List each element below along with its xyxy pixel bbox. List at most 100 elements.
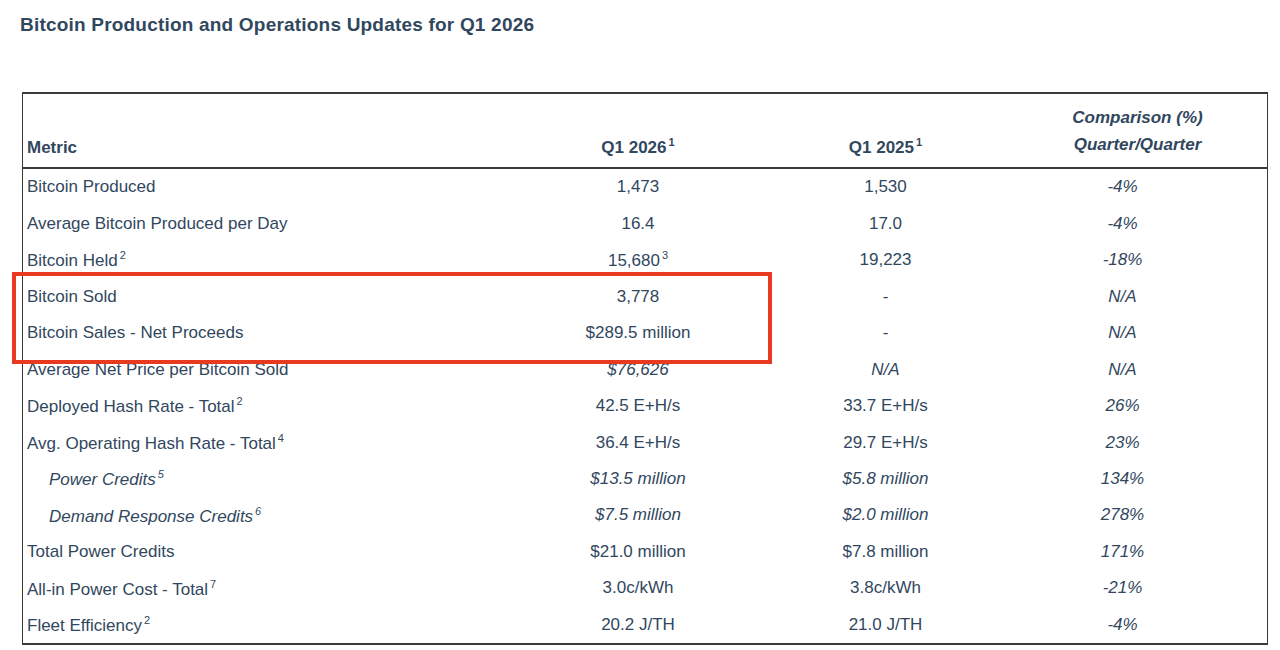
value-cell-q1-2026: 16.4	[513, 214, 763, 234]
value-cell-q1-2025: 21.0 J/TH	[763, 615, 1008, 635]
metric-cell: Power Credits5	[23, 468, 513, 490]
header-comparison: Comparison (%) Quarter/Quarter	[1008, 105, 1267, 167]
superscript: 3	[662, 249, 668, 261]
value-cell-q1-2026: 1,473	[513, 177, 763, 197]
value-cell-q1-2026: $76,626	[513, 360, 763, 380]
metric-cell-text: Bitcoin Sales - Net Proceeds	[27, 323, 243, 342]
header-q1-2025-label: Q1 2025	[849, 138, 914, 157]
comparison-cell-text: 26%	[1105, 396, 1139, 415]
value-cell-q1-2025: 17.0	[763, 214, 1008, 234]
comparison-cell: 278%	[1008, 505, 1267, 525]
table-row: Total Power Credits$21.0 million$7.8 mil…	[23, 534, 1267, 570]
header-q1-2026: Q1 20261	[513, 136, 763, 167]
comparison-cell-text: -4%	[1107, 214, 1137, 233]
metric-cell-text: Fleet Efficiency	[27, 616, 142, 635]
comparison-cell: N/A	[1008, 287, 1267, 307]
value-cell-q1-2026: 36.4 E+H/s	[513, 433, 763, 453]
value-cell-q1-2026-text: $289.5 million	[586, 323, 691, 342]
value-cell-q1-2026: 42.5 E+H/s	[513, 396, 763, 416]
metric-cell: Bitcoin Sales - Net Proceeds	[23, 323, 513, 343]
table-row: Bitcoin Sales - Net Proceeds $289.5 milli…	[23, 315, 1267, 351]
comparison-cell-text: N/A	[1108, 287, 1136, 306]
comparison-cell-text: N/A	[1108, 360, 1136, 379]
value-cell-q1-2025-text: $7.8 million	[843, 542, 929, 561]
table-body: Bitcoin Produced1,4731,530-4%Average Bit…	[23, 169, 1267, 643]
value-cell-q1-2025: 3.8c/kWh	[763, 578, 1008, 598]
value-cell-q1-2025: $7.8 million	[763, 542, 1008, 562]
metric-cell-text: Avg. Operating Hash Rate - Total	[27, 433, 276, 452]
header-comparison-line1: Comparison (%)	[1008, 105, 1267, 131]
table-row: Bitcoin Sold 3,778 - N/A	[23, 278, 1267, 314]
value-cell-q1-2025: -	[763, 287, 1008, 307]
value-cell-q1-2025-text: -	[883, 287, 889, 306]
metric-cell-text: Deployed Hash Rate - Total	[27, 397, 235, 416]
value-cell-q1-2025-text: N/A	[871, 360, 899, 379]
comparison-cell-text: 23%	[1105, 433, 1139, 452]
value-cell-q1-2026-text: $76,626	[607, 360, 668, 379]
value-cell-q1-2025: -	[763, 323, 1008, 343]
metric-cell-text: Power Credits	[49, 470, 156, 489]
value-cell-q1-2026-text: 36.4 E+H/s	[596, 433, 681, 452]
comparison-cell-text: N/A	[1108, 323, 1136, 342]
superscript: 6	[255, 505, 261, 517]
superscript: 1	[916, 136, 922, 148]
metric-cell: Bitcoin Sold	[23, 287, 513, 307]
superscript: 1	[669, 136, 675, 148]
value-cell-q1-2025: 19,223	[763, 250, 1008, 270]
value-cell-q1-2025: 1,530	[763, 177, 1008, 197]
comparison-cell-text: -21%	[1103, 578, 1143, 597]
metric-cell: Demand Response Credits6	[23, 505, 513, 527]
header-q1-2026-label: Q1 2026	[601, 138, 666, 157]
header-q1-2025: Q1 20251	[763, 136, 1008, 167]
table-row: Average Bitcoin Produced per Day16.417.0…	[23, 205, 1267, 241]
comparison-cell-text: 171%	[1101, 542, 1144, 561]
header-comparison-line2: Quarter/Quarter	[1008, 132, 1267, 158]
value-cell-q1-2026: $7.5 million	[513, 505, 763, 525]
value-cell-q1-2026: 3,778	[513, 287, 763, 307]
superscript: 2	[144, 614, 150, 626]
table-row: Demand Response Credits6$7.5 million$2.0…	[23, 497, 1267, 533]
value-cell-q1-2026: 3.0c/kWh	[513, 578, 763, 598]
value-cell-q1-2025-text: 17.0	[869, 214, 902, 233]
table-header: Metric Q1 20261 Q1 20251 Comparison (%) …	[23, 94, 1267, 169]
comparison-cell: 134%	[1008, 469, 1267, 489]
page-title: Bitcoin Production and Operations Update…	[20, 14, 534, 36]
value-cell-q1-2026-text: $21.0 million	[590, 542, 685, 561]
value-cell-q1-2025-text: 29.7 E+H/s	[843, 433, 928, 452]
value-cell-q1-2026-text: 3,778	[617, 287, 660, 306]
value-cell-q1-2025-text: 19,223	[860, 250, 912, 269]
comparison-cell-text: -4%	[1107, 615, 1137, 634]
metric-cell: Deployed Hash Rate - Total2	[23, 395, 513, 417]
table-row: All-in Power Cost - Total7 3.0c/kWh 3.8c/k…	[23, 570, 1267, 606]
value-cell-q1-2025: $2.0 million	[763, 505, 1008, 525]
superscript: 4	[278, 432, 284, 444]
comparison-cell: N/A	[1008, 360, 1267, 380]
metric-cell: Bitcoin Held2	[23, 249, 513, 271]
value-cell-q1-2026-text: 15,680	[608, 251, 660, 270]
comparison-cell: 23%	[1008, 433, 1267, 453]
metric-cell: Fleet Efficiency2	[23, 614, 513, 636]
comparison-cell-text: -4%	[1107, 177, 1137, 196]
comparison-cell-text: -18%	[1103, 250, 1143, 269]
superscript: 2	[120, 249, 126, 261]
value-cell-q1-2025: N/A	[763, 360, 1008, 380]
metric-cell-text: Bitcoin Held	[27, 251, 118, 270]
comparison-cell: N/A	[1008, 323, 1267, 343]
superscript: 7	[210, 578, 216, 590]
comparison-cell: 171%	[1008, 542, 1267, 562]
value-cell-q1-2026-text: 3.0c/kWh	[603, 578, 674, 597]
metric-cell-text: Demand Response Credits	[49, 506, 253, 525]
metric-cell-text: Bitcoin Produced	[27, 177, 156, 196]
value-cell-q1-2025: $5.8 million	[763, 469, 1008, 489]
comparison-cell-text: 278%	[1101, 505, 1144, 524]
value-cell-q1-2026-text: 16.4	[621, 214, 654, 233]
value-cell-q1-2025-text: 33.7 E+H/s	[843, 396, 928, 415]
metric-cell-text: All-in Power Cost - Total	[27, 579, 208, 598]
superscript: 5	[158, 468, 164, 480]
table-row: Bitcoin Held2 15,6803 19,223 -18%	[23, 242, 1267, 278]
comparison-cell: -4%	[1008, 214, 1267, 234]
table-row: Fleet Efficiency220.2 J/TH21.0 J/TH-4%	[23, 607, 1267, 643]
table-row: Deployed Hash Rate - Total242.5 E+H/s 33.…	[23, 388, 1267, 424]
table-row: Power Credits5$13.5 million$5.8 million1…	[23, 461, 1267, 497]
table-row: Average Net Price per Bitcoin Sold$76,62…	[23, 351, 1267, 387]
